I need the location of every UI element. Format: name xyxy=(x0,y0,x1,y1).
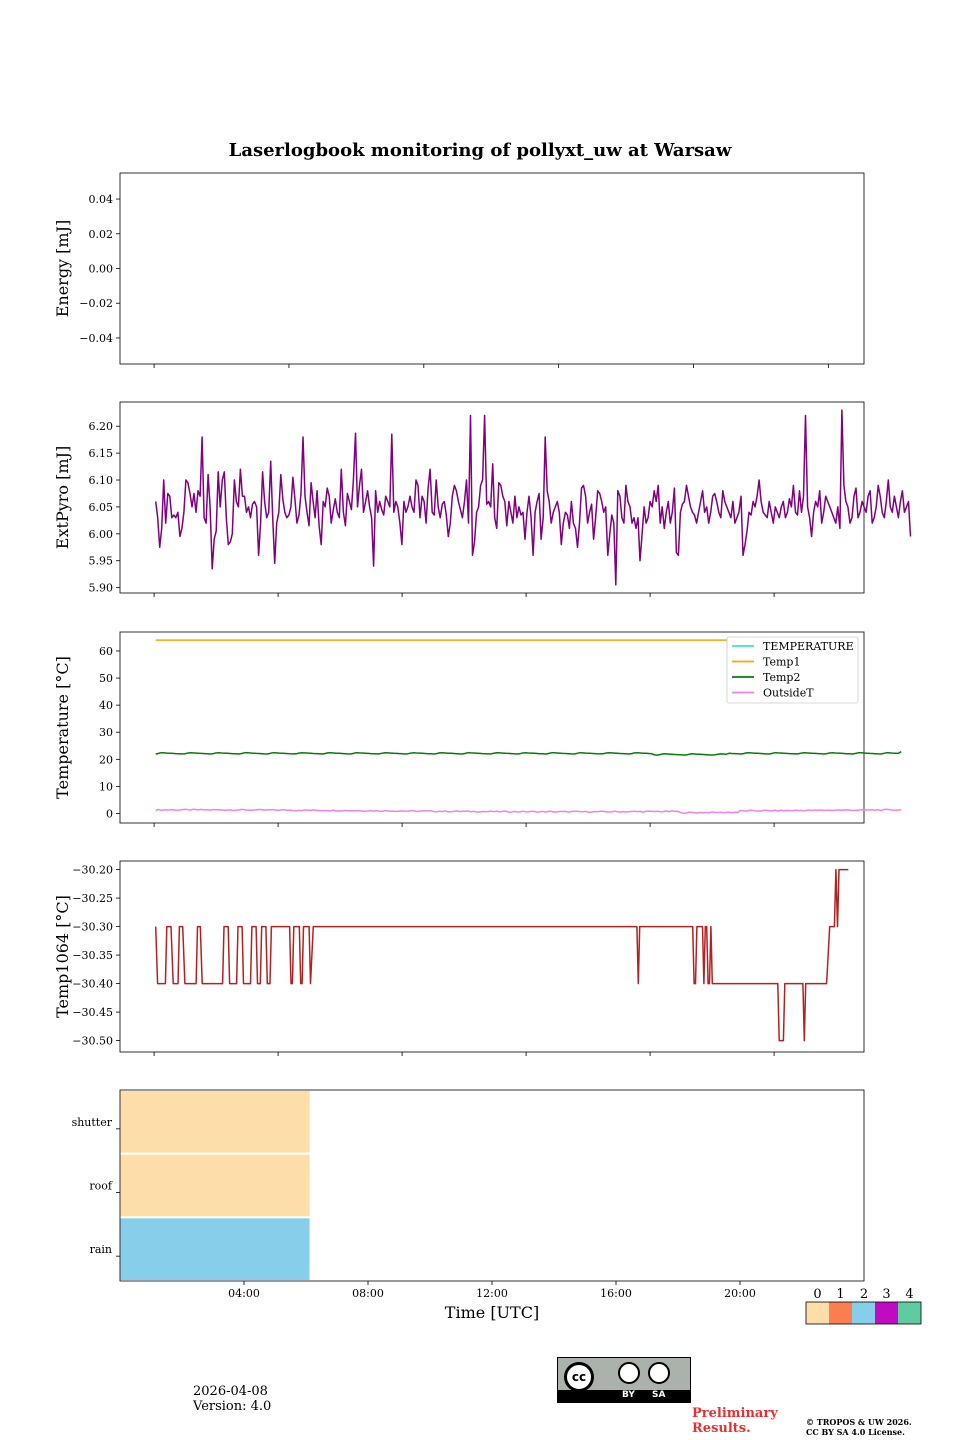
date-text: 2026-04-08 xyxy=(193,1384,268,1399)
x-axis-label: Time [UTC] xyxy=(445,1303,539,1322)
energy-ytick-label: −0.04 xyxy=(79,332,113,345)
temp1064-series-line xyxy=(154,868,849,1042)
extpyro-ytick-label: 6.00 xyxy=(89,528,114,541)
temperature-ytick-label: 50 xyxy=(99,672,113,685)
temperature-ytick-label: 30 xyxy=(99,726,113,739)
status-row-label: rain xyxy=(90,1243,112,1256)
colorbar-swatch-2 xyxy=(852,1302,875,1324)
share-alike-icon xyxy=(648,1362,670,1384)
preliminary-line-1: Preliminary xyxy=(692,1406,778,1421)
extpyro-plot-area xyxy=(119,401,865,594)
temp2-series-line xyxy=(155,751,902,756)
status-cell-roof xyxy=(120,1154,310,1217)
extpyro-ytick-label: 6.05 xyxy=(89,501,114,514)
extpyro-ylabel: ExtPyro [mJ] xyxy=(53,446,72,549)
status-row-label: roof xyxy=(89,1180,113,1193)
status-xtick-label: 08:00 xyxy=(352,1287,384,1300)
copyright-line-2: CC BY SA 4.0 License. xyxy=(806,1427,905,1437)
extpyro-ytick-label: 6.15 xyxy=(89,447,114,460)
energy-ylabel: Energy [mJ] xyxy=(53,220,72,318)
cc-license-badge: cc BY SA xyxy=(557,1357,691,1403)
temperature-ytick-label: 40 xyxy=(99,699,113,712)
temp1064-plot-area xyxy=(119,860,865,1053)
cc-sa-label: SA xyxy=(652,1390,666,1400)
date-stamp: 2026-04-08 Version: 4.0 xyxy=(193,1384,271,1414)
legend-label-temp2: Temp2 xyxy=(763,671,800,684)
temp1064-ytick-label: −30.45 xyxy=(72,1006,113,1019)
temp1064-ylabel: Temp1064 [°C] xyxy=(53,895,72,1018)
energy-ytick-label: 0.00 xyxy=(89,263,114,276)
temp1064-ytick-label: −30.25 xyxy=(72,892,113,905)
temperature-ytick-label: 20 xyxy=(99,753,113,766)
colorbar-label-2: 2 xyxy=(860,1287,868,1302)
temp1064-ytick-label: −30.30 xyxy=(72,921,113,934)
colorbar-swatch-3 xyxy=(875,1302,898,1324)
extpyro-ytick-label: 6.10 xyxy=(89,474,114,487)
version-text: Version: 4.0 xyxy=(193,1399,272,1414)
figure-title: Laserlogbook monitoring of pollyxt_uw at… xyxy=(228,140,732,161)
outsideT-series-line xyxy=(155,808,902,814)
extpyro-ytick-label: 5.95 xyxy=(89,555,114,568)
colorbar-swatch-1 xyxy=(829,1302,852,1324)
colorbar-swatch-0 xyxy=(806,1302,829,1324)
extpyro-series-line xyxy=(154,409,912,586)
temperature-ytick-label: 0 xyxy=(106,808,113,821)
legend-label-temp1: Temp1 xyxy=(763,656,800,669)
attribution-icon xyxy=(618,1362,640,1384)
status-xtick-label: 12:00 xyxy=(476,1287,508,1300)
temp1064-ytick-label: −30.50 xyxy=(72,1035,113,1048)
status-xtick-label: 04:00 xyxy=(228,1287,260,1300)
temperature-ytick-label: 10 xyxy=(99,780,113,793)
extpyro-ytick-label: 6.20 xyxy=(89,420,114,433)
preliminary-line-2: Results. xyxy=(692,1421,751,1436)
temperature-ytick-label: 60 xyxy=(99,645,113,658)
status-cell-shutter xyxy=(120,1091,310,1153)
colorbar-swatch-4 xyxy=(898,1302,921,1324)
colorbar-label-1: 1 xyxy=(836,1287,844,1302)
status-xtick-label: 20:00 xyxy=(724,1287,756,1300)
cc-by-label: BY xyxy=(622,1390,635,1400)
legend-label-temperature: TEMPERATURE xyxy=(763,640,854,653)
preliminary-note: Preliminary Results. xyxy=(692,1406,778,1436)
legend-frame xyxy=(726,636,859,704)
extpyro-ytick-label: 5.90 xyxy=(89,582,114,595)
copyright-note: © TROPOS & UW 2026. CC BY SA 4.0 License… xyxy=(806,1417,912,1437)
colorbar-label-0: 0 xyxy=(813,1287,821,1302)
cc-logo-icon: cc xyxy=(564,1362,594,1392)
energy-ytick-label: 0.02 xyxy=(89,228,114,241)
temperature-legend: TEMPERATURE Temp1 Temp2 OutsideT xyxy=(726,636,859,704)
colorbar-label-3: 3 xyxy=(882,1287,890,1302)
temp1064-ytick-label: −30.40 xyxy=(72,978,113,991)
energy-ytick-label: −0.02 xyxy=(79,297,113,310)
legend-label-outsidet: OutsideT xyxy=(763,687,814,700)
colorbar-frame xyxy=(805,1301,922,1325)
colorbar-label-4: 4 xyxy=(905,1287,913,1302)
energy-plot-area xyxy=(119,172,865,365)
temperature-ylabel: Temperature [°C] xyxy=(53,656,72,799)
status-cell-rain xyxy=(120,1218,310,1280)
status-row-label: shutter xyxy=(72,1116,113,1129)
energy-ytick-label: 0.04 xyxy=(89,193,114,206)
status-xtick-label: 16:00 xyxy=(600,1287,632,1300)
cc-badge-bar: BY SA xyxy=(558,1390,690,1402)
copyright-line-1: © TROPOS & UW 2026. xyxy=(806,1417,912,1427)
temp1064-ytick-label: −30.20 xyxy=(72,864,113,877)
temp1064-ytick-label: −30.35 xyxy=(72,949,113,962)
